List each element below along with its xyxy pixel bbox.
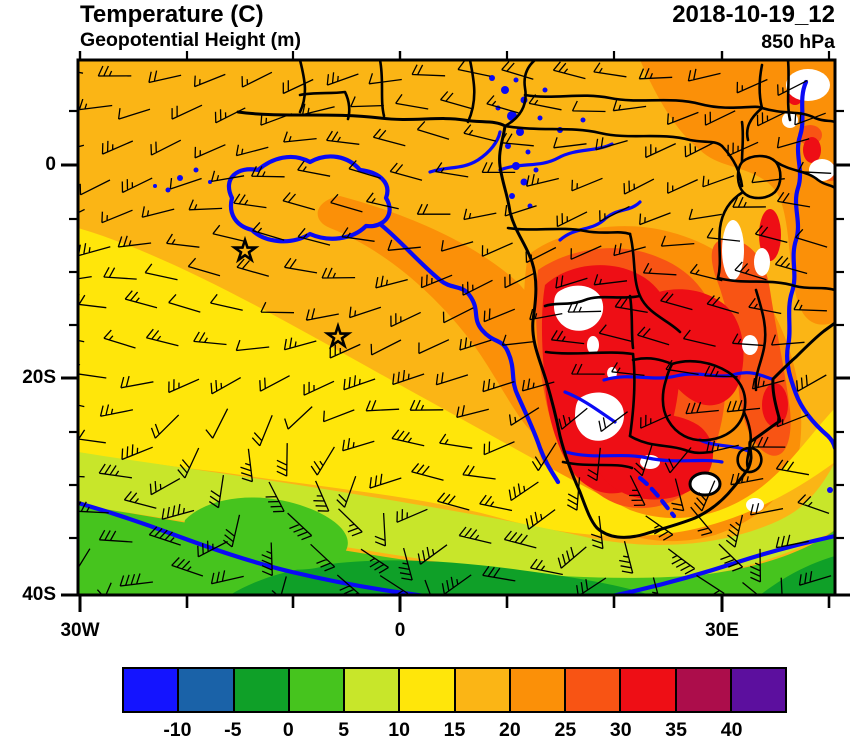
border-uganda — [740, 120, 745, 164]
border-swaziland-ring — [736, 446, 763, 474]
height-contour-dashes — [637, 475, 677, 519]
colorbar-cell — [345, 669, 401, 711]
colorbar-cell — [566, 669, 622, 711]
star-marker — [323, 321, 353, 350]
river-okavango — [563, 390, 617, 424]
lake-victoria-outline — [736, 154, 782, 200]
fill-darkgreen-corner — [760, 556, 835, 595]
height-contour-east — [785, 79, 835, 451]
map-frame — [76, 58, 837, 597]
star-marker — [230, 235, 260, 264]
fill-orange-band — [317, 196, 560, 440]
lat-tick-label: 40S — [22, 584, 56, 605]
colorbar-tick-label: 5 — [338, 719, 350, 741]
border-southafrica-mozambique — [742, 410, 753, 470]
fill-red-east-2 — [759, 209, 781, 261]
border-caprivi — [631, 357, 674, 366]
border-kenya-tanzania — [774, 160, 835, 190]
border-nigeria-east — [466, 60, 476, 124]
colorbar-tick-label: 25 — [554, 719, 577, 741]
colorbar-cell — [455, 669, 511, 711]
border-angola-east — [543, 294, 642, 308]
lon-tick-label: 0 — [394, 620, 406, 641]
colorbar-cell — [400, 669, 456, 711]
border-angola-zambia-vert — [628, 294, 635, 350]
lesotho-mask — [688, 471, 722, 497]
colorbar-tick-label: 30 — [609, 719, 632, 741]
river-niger — [428, 130, 502, 174]
border-kenya-vertical — [786, 60, 792, 122]
colorbar-cell — [621, 669, 677, 711]
lake-tanganyika-line — [716, 190, 745, 280]
station-star-markers — [230, 235, 353, 350]
colorbar-tick-label: 0 — [282, 719, 294, 741]
lon-tick-label: 30W — [60, 620, 100, 641]
plot-subtitle: Geopotential Height (m) — [80, 29, 301, 51]
temperature-colorbar — [122, 667, 787, 713]
colorbar-cell — [510, 669, 566, 711]
plot-level: 850 hPa — [761, 31, 835, 53]
temperature-fill-layer — [78, 60, 835, 595]
border-namibia-botswana — [628, 352, 636, 438]
colorbar-cell — [124, 669, 180, 711]
fill-yellow-arc — [78, 228, 835, 537]
colorbar-cell — [676, 669, 732, 711]
border-namibia-southafrica — [561, 460, 634, 470]
fill-darkgreen-bottom — [230, 560, 650, 595]
height-contour-closed-low — [226, 154, 392, 244]
lat-tick-label: 0 — [45, 154, 56, 175]
border-tanzania-south — [716, 276, 835, 292]
colorbar-cell — [179, 669, 235, 711]
contour-speckles-gulf — [153, 75, 833, 493]
colorbar-cell — [731, 669, 785, 711]
colorbar-cell — [234, 669, 290, 711]
colorbar-tick-label: -10 — [163, 719, 192, 741]
wind-barbs-layer — [78, 60, 832, 595]
border-rift — [720, 144, 744, 188]
border-west-africa-2 — [298, 90, 351, 121]
border-ethiopia-east — [760, 106, 835, 124]
plot-title: Temperature (C) — [80, 1, 264, 28]
colorbar-tick-label: 10 — [388, 719, 410, 741]
colorbar-tick-label: 40 — [720, 719, 743, 741]
coastline-africa — [236, 110, 835, 539]
colorbar-tick-label: 35 — [665, 719, 687, 741]
height-contour-southwest — [78, 500, 426, 595]
plot-datetime: 2018-10-19_12 — [672, 1, 835, 28]
colorbar-tick-label: 20 — [499, 719, 521, 741]
colorbar-cell — [289, 669, 345, 711]
terrain-mask-patches — [554, 69, 835, 512]
fill-lime-band — [78, 452, 835, 581]
border-angola-namibia — [544, 350, 635, 356]
lon-tick-label: 30E — [705, 620, 739, 641]
wind-barb-glyphs — [78, 60, 832, 595]
fill-green-band — [78, 505, 835, 595]
border-west-africa-1 — [298, 60, 307, 114]
lake-malawi-line — [754, 288, 767, 392]
axis-ticks — [61, 51, 850, 612]
border-sahel — [523, 93, 764, 110]
colorbar-tick-label: -5 — [224, 719, 242, 741]
border-west-africa-3 — [378, 60, 386, 118]
river-limpopo — [698, 438, 752, 454]
colorbar-tick-label: 15 — [443, 719, 466, 741]
coast-and-borders-layer — [236, 60, 835, 539]
border-cameroon-north — [503, 60, 537, 128]
border-angola-north — [506, 226, 632, 236]
lat-tick-label: 20S — [22, 367, 56, 388]
border-car-drc — [503, 124, 724, 148]
fill-red-east-3 — [803, 137, 821, 163]
border-zimbabwe-ring — [661, 359, 747, 442]
